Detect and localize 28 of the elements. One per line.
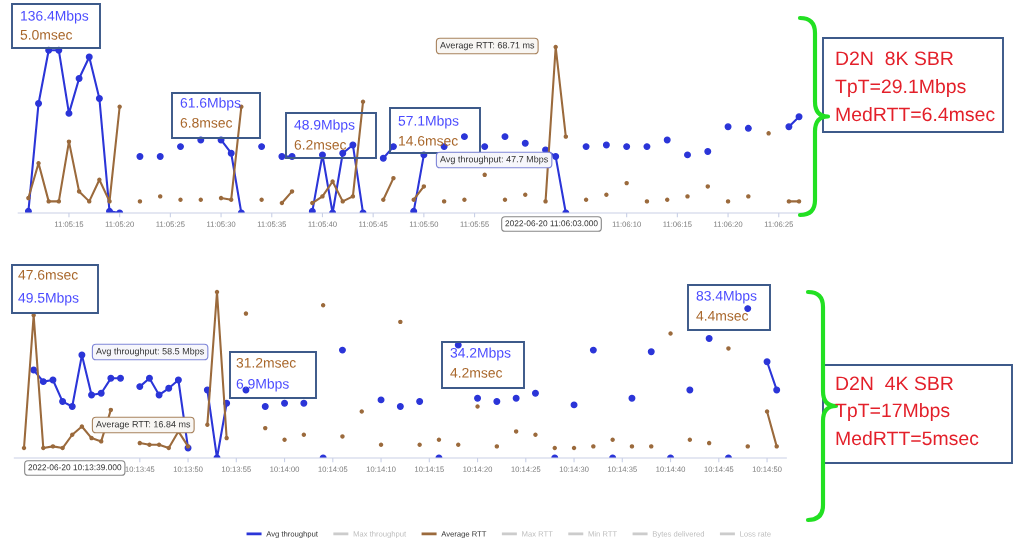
annotation: 83.4Mbps [696, 290, 757, 304]
text: MedRTT=5msec [836, 430, 979, 446]
annotation: Avg throughput: 58.5 Mbps [96, 347, 204, 357]
annotation: 6.2msec [294, 139, 347, 150]
text: 2022-06-20 10:13:39.000 [28, 464, 122, 471]
annotation: 4.2msec [450, 367, 503, 378]
annotation: 31.2msec [236, 357, 296, 368]
annotation: 57.1Mbps [398, 115, 459, 129]
annotation: 34.2Mbps [450, 347, 511, 361]
text: 5.0msec [20, 29, 73, 40]
text: 136.4Mbps [21, 10, 89, 24]
annotation: 4.4msec [696, 311, 749, 321]
annotation: 6.9Mbps [236, 378, 289, 392]
annotation: 48.9Mbps [294, 119, 355, 133]
annotation: 49.5Mbps [18, 292, 79, 306]
text: TpT=17Mbps [835, 402, 950, 422]
annotation: Average RTT: 68.71 ms [440, 42, 535, 51]
annotation: Avg throughput: 47.7 Mbps [440, 155, 548, 165]
annotation: Average RTT: 16.84 ms [96, 421, 191, 430]
text: D2N 4K SBR [836, 376, 953, 391]
text: D2N 8K SBR [836, 51, 953, 66]
text: TpT=29.1Mbps [835, 78, 966, 98]
text: 47.6msec [18, 269, 78, 280]
annotation: 61.6Mbps [180, 97, 241, 111]
text: 2022-06-20 11:06:03.000 [505, 220, 598, 227]
text: MedRTT=6.4msec [836, 106, 995, 122]
annotation: 14.6msec [399, 135, 458, 146]
annotation: 6.8msec [180, 117, 233, 128]
